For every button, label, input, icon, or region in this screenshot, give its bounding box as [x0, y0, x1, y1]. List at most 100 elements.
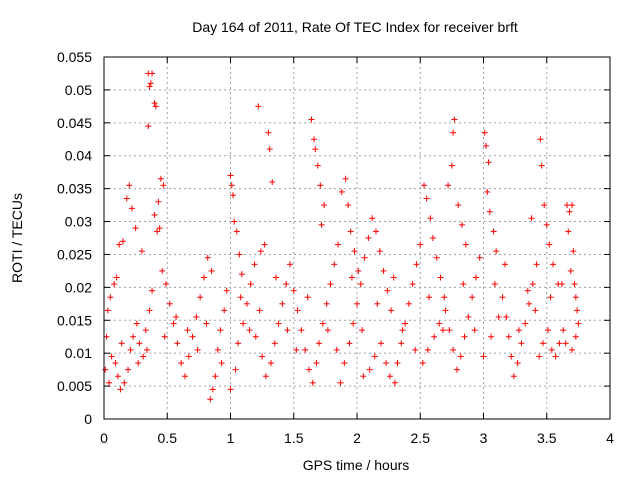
- data-point: [107, 294, 114, 301]
- data-point: [376, 248, 383, 255]
- data-point: [490, 228, 497, 235]
- y-tick-label: 0.05: [65, 82, 92, 98]
- data-point: [526, 300, 533, 307]
- y-tick-labels: 0 0.005 0.01 0.015 0.02 0.025 0.03 0.035 0.04 0.0…: [57, 49, 92, 427]
- data-point: [510, 373, 517, 380]
- data-point: [116, 241, 123, 248]
- data-point: [159, 267, 166, 274]
- data-point: [545, 327, 552, 334]
- data-point: [552, 353, 559, 360]
- y-tick-label: 0.03: [65, 214, 92, 230]
- data-point: [405, 300, 412, 307]
- data-point: [388, 307, 395, 314]
- data-point: [566, 208, 573, 215]
- data-point: [359, 327, 366, 334]
- data-point: [146, 83, 153, 90]
- data-point: [361, 254, 368, 261]
- data-point: [483, 142, 490, 149]
- data-point: [152, 103, 159, 110]
- data-point: [424, 346, 431, 353]
- data-point: [223, 287, 230, 294]
- data-point: [437, 274, 444, 281]
- data-point: [228, 182, 235, 189]
- data-point: [146, 307, 153, 314]
- data-point: [149, 287, 156, 294]
- x-tick-label: 0.5: [158, 430, 178, 446]
- data-point: [132, 225, 139, 232]
- y-tick-label: 0.045: [57, 115, 92, 131]
- data-point: [451, 116, 458, 123]
- data-point: [341, 360, 348, 367]
- data-point: [327, 281, 334, 288]
- data-point: [135, 360, 142, 367]
- data-point: [286, 261, 293, 268]
- data-point: [481, 129, 488, 136]
- data-point: [310, 136, 317, 143]
- data-point: [209, 386, 216, 393]
- data-points: [102, 70, 582, 403]
- data-point: [371, 353, 378, 360]
- x-tick-label: 3.5: [537, 430, 557, 446]
- data-point: [572, 333, 579, 340]
- x-tick-label: 2.5: [411, 430, 431, 446]
- data-point: [243, 300, 250, 307]
- data-point: [125, 366, 132, 373]
- data-point: [247, 281, 254, 288]
- x-tick-label: 2: [353, 430, 361, 446]
- x-axis-label: GPS time / hours: [303, 457, 410, 473]
- data-point: [355, 267, 362, 274]
- data-point: [571, 281, 578, 288]
- data-point: [203, 320, 210, 327]
- data-point: [503, 313, 510, 320]
- data-point: [562, 340, 569, 347]
- data-point: [256, 307, 263, 314]
- data-point: [238, 271, 245, 278]
- data-point: [126, 182, 133, 189]
- data-point: [457, 353, 464, 360]
- x-tick-label: 4: [606, 430, 614, 446]
- data-point: [431, 333, 438, 340]
- data-point: [103, 333, 110, 340]
- data-point: [118, 340, 125, 347]
- data-point: [394, 360, 401, 367]
- data-point: [565, 228, 572, 235]
- data-point: [572, 294, 579, 301]
- data-point: [569, 346, 576, 353]
- data-point: [338, 188, 345, 195]
- data-point: [294, 307, 301, 314]
- chart-title: Day 164 of 2011, Rate Of TEC Index for r…: [192, 19, 518, 35]
- data-point: [269, 179, 276, 186]
- data-point: [446, 327, 453, 334]
- data-point: [488, 333, 495, 340]
- data-point: [465, 313, 472, 320]
- data-point: [161, 333, 168, 340]
- data-point: [413, 261, 420, 268]
- data-point: [236, 251, 243, 258]
- data-point: [383, 360, 390, 367]
- data-point: [493, 248, 500, 255]
- data-point: [360, 373, 367, 380]
- data-point: [321, 202, 328, 209]
- data-point: [331, 261, 338, 268]
- data-point: [314, 162, 321, 169]
- data-point: [309, 379, 316, 386]
- data-point: [319, 320, 326, 327]
- data-point: [541, 202, 548, 209]
- data-point: [257, 248, 264, 255]
- data-point: [502, 261, 509, 268]
- data-point: [348, 274, 355, 281]
- data-point: [200, 274, 207, 281]
- data-point: [214, 346, 221, 353]
- data-point: [469, 294, 476, 301]
- y-tick-label: 0.005: [57, 378, 92, 394]
- data-point: [106, 379, 113, 386]
- data-point: [275, 320, 282, 327]
- data-point: [536, 353, 543, 360]
- data-point: [227, 386, 234, 393]
- y-tick-label: 0.015: [57, 312, 92, 328]
- data-point: [112, 360, 119, 367]
- data-point: [279, 300, 286, 307]
- data-point: [476, 254, 483, 261]
- data-point: [429, 235, 436, 241]
